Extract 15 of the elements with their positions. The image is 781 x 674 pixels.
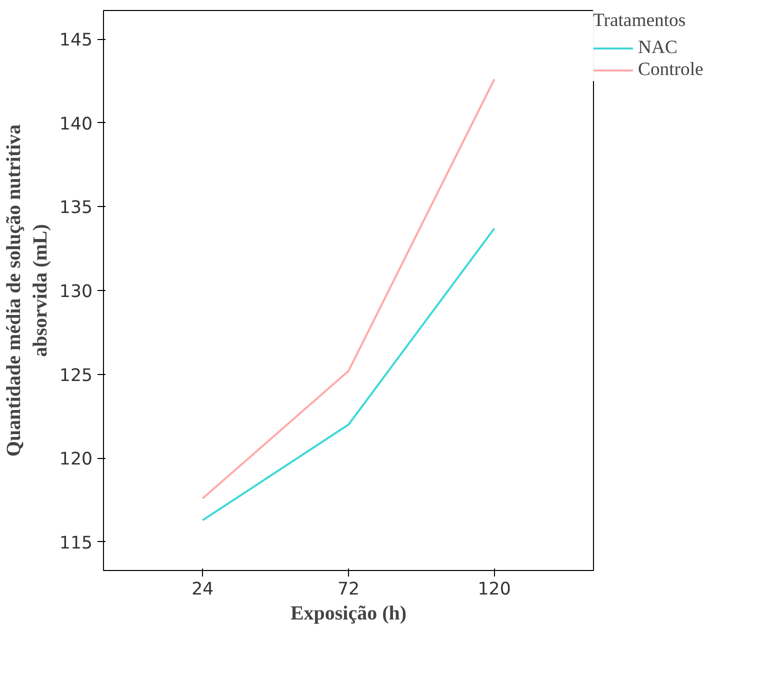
x-tick-label: 24	[192, 580, 214, 600]
x-tick-label: 72	[337, 580, 360, 600]
legend-title: Tratamentos	[593, 10, 687, 32]
y-tick-label: 115	[59, 533, 93, 554]
legend-label: NAC	[638, 37, 678, 59]
y-tick-label: 130	[59, 282, 93, 302]
y-tick-label: 135	[59, 198, 93, 218]
y-tick-label: 120	[59, 450, 93, 470]
y-axis-title: Quantidade média de solução nutritiva absorvida (mL)	[3, 124, 52, 457]
x-tick-label: 120	[478, 580, 511, 600]
y-tick-label: 140	[59, 114, 93, 134]
y-tick-label: 125	[59, 366, 93, 386]
x-axis-title: Exposição (h)	[290, 602, 407, 624]
y-tick-label: 145	[59, 30, 93, 51]
legend-label: Controle	[638, 59, 704, 81]
